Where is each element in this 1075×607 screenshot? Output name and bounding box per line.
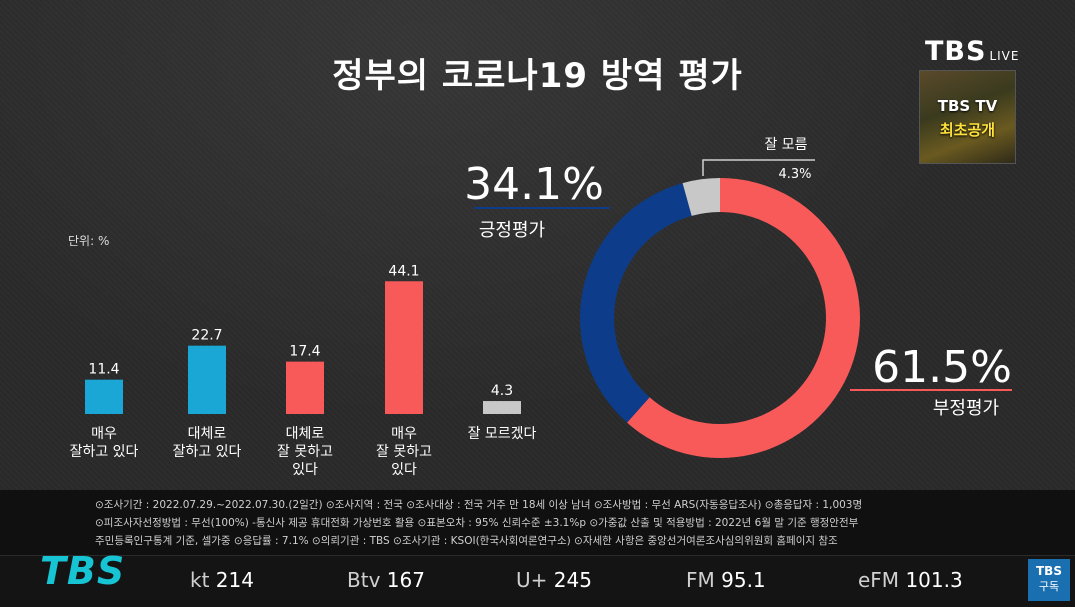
survey-info-panel: ⊙조사기간 : 2022.07.29.~2022.07.30.(2일간) ⊙조사… — [0, 490, 1075, 555]
bar — [483, 401, 521, 414]
donut-slice — [627, 178, 860, 458]
category-label: 잘 모르겠다 — [468, 426, 537, 442]
promo-thumbnail[interactable]: TBS TV 최초공개 — [919, 70, 1016, 164]
logo-live-label: LIVE — [989, 49, 1020, 63]
bar — [85, 379, 123, 414]
callout-line — [702, 159, 815, 176]
positive-label: 긍정평가 — [479, 220, 545, 241]
category-label: 있다 — [292, 462, 318, 478]
channel-efm: eFM 101.3 — [858, 568, 963, 592]
category-label: 대체로 — [286, 426, 325, 442]
subscribe-button[interactable]: TBS 구독 — [1028, 559, 1070, 601]
promo-line2: 최초공개 — [939, 121, 996, 139]
category-label: 잘 못하고 — [376, 444, 432, 460]
unknown-label: 잘 모름 — [764, 137, 807, 153]
channel-btv: Btv 167 — [347, 568, 425, 592]
info-row: ⊙조사기간 : 2022.07.29.~2022.07.30.(2일간) ⊙조사… — [95, 499, 863, 511]
bar — [286, 361, 324, 414]
bar-value-label: 4.3 — [491, 383, 513, 399]
category-label: 잘 못하고 — [277, 444, 333, 460]
positive-percent: 34.1% — [464, 159, 604, 210]
channel-ticker: TBS kt 214 Btv 167 U+ 245 FM 95.1 eFM 10… — [0, 549, 1075, 607]
info-row: 주민등록인구통계 기준, 셀가중 ⊙응답률 : 7.1% ⊙의뢰기관 : TBS… — [95, 535, 838, 547]
bar-value-label: 17.4 — [289, 344, 320, 360]
channel-fm: FM 95.1 — [686, 568, 766, 592]
bar — [385, 281, 423, 414]
unknown-percent: 4.3% — [778, 167, 811, 182]
chart-stage — [0, 0, 1075, 490]
bar-value-label: 22.7 — [191, 328, 222, 344]
channel-uplus: U+ 245 — [516, 568, 592, 592]
bar-value-label: 44.1 — [388, 263, 419, 279]
chart-title: 정부의 코로나19 방역 평가 — [332, 56, 743, 96]
category-label: 잘하고 있다 — [70, 444, 139, 460]
category-label: 있다 — [391, 462, 417, 478]
negative-label: 부정평가 — [933, 398, 999, 419]
info-row: ⊙피조사자선정방법 : 무선(100%) -통신사 제공 휴대전화 가상번호 활… — [95, 517, 859, 529]
donut-slice — [682, 178, 720, 216]
subscribe-label: 구독 — [1038, 580, 1060, 593]
logo-brand: TBS — [925, 36, 987, 67]
tbs-live-logo: TBS LIVE — [925, 36, 1019, 67]
unit-label: 단위: % — [68, 234, 110, 248]
channel-kt: kt 214 — [190, 568, 254, 592]
negative-percent: 61.5% — [872, 342, 1012, 393]
donut-slice — [580, 183, 692, 423]
promo-line1: TBS TV — [937, 97, 998, 115]
bar-value-label: 11.4 — [88, 362, 119, 378]
category-label: 매우 — [391, 426, 417, 442]
category-label: 대체로 — [188, 426, 227, 442]
category-label: 매우 — [91, 426, 117, 442]
ticker-brand-logo: TBS — [40, 549, 126, 593]
category-label: 잘하고 있다 — [173, 444, 242, 460]
subscribe-brand: TBS — [1036, 564, 1062, 578]
bar — [188, 345, 226, 414]
